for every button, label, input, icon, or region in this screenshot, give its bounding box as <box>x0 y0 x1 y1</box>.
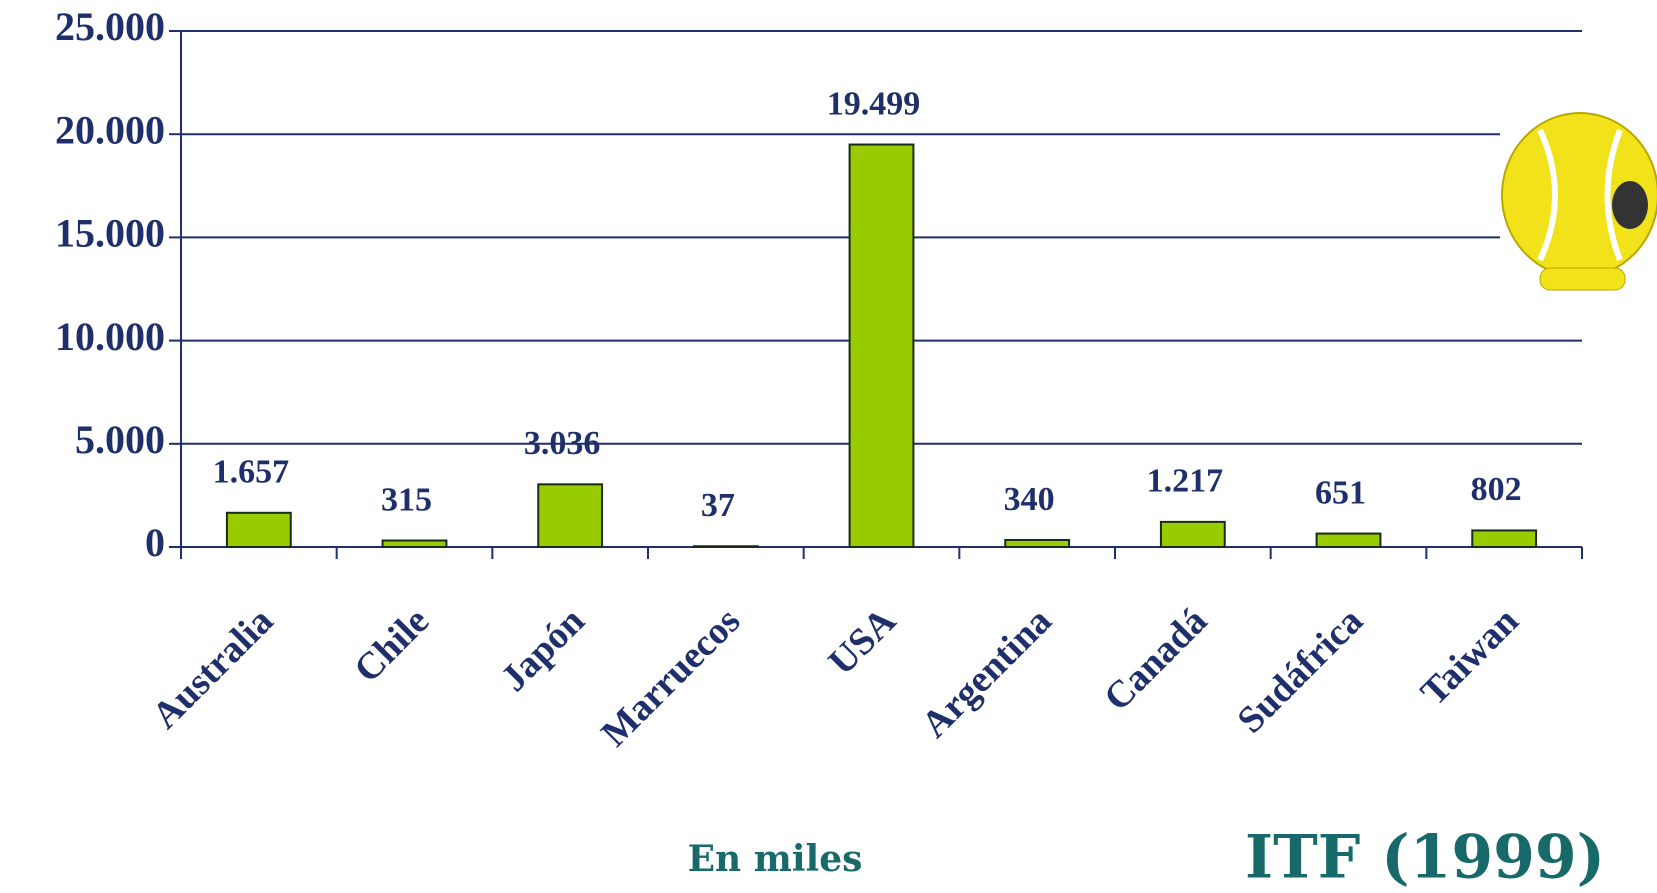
y-tick-label: 0 <box>145 520 165 565</box>
y-tick-label: 15.000 <box>55 211 165 256</box>
unit-note: En miles <box>688 838 863 880</box>
bar <box>225 511 292 548</box>
bar <box>1159 520 1226 548</box>
data-label: 340 <box>1004 481 1055 518</box>
data-label: 1.657 <box>213 454 290 491</box>
bar <box>1471 529 1538 548</box>
x-tick-label: USA <box>821 599 905 683</box>
y-tick-label: 10.000 <box>55 314 165 359</box>
y-tick-label: 5.000 <box>75 417 165 462</box>
logo <box>1500 110 1657 300</box>
data-label: 1.217 <box>1147 463 1224 500</box>
x-tick-label: Argentina <box>914 600 1060 746</box>
source-note: ITF (1999) <box>1245 823 1605 893</box>
x-tick-label: Taiwan <box>1413 600 1527 714</box>
x-tick-label: Japón <box>493 600 593 700</box>
logo-seam <box>1537 128 1623 262</box>
bar <box>692 545 759 549</box>
data-label: 3.036 <box>524 425 601 462</box>
bar <box>381 539 448 549</box>
x-tick-label: Canadá <box>1096 600 1215 719</box>
data-label: 651 <box>1315 474 1366 511</box>
y-tick-label: 25.000 <box>55 4 165 49</box>
bar <box>537 483 604 549</box>
data-label: 37 <box>701 487 735 524</box>
data-label: 19.499 <box>827 85 921 122</box>
logo-racket <box>1612 181 1648 229</box>
x-tick-label: Sudáfrica <box>1229 600 1371 742</box>
data-label: 315 <box>381 481 432 518</box>
x-tick-label: Marruecos <box>593 600 748 755</box>
bar <box>848 143 915 548</box>
x-tick-label: Chile <box>346 600 437 691</box>
y-tick-label: 20.000 <box>55 107 165 152</box>
data-label: 802 <box>1471 471 1522 508</box>
bar <box>1004 538 1071 549</box>
bar <box>1315 532 1382 548</box>
x-tick-label: Australia <box>144 600 281 737</box>
logo-feet <box>1539 267 1626 291</box>
